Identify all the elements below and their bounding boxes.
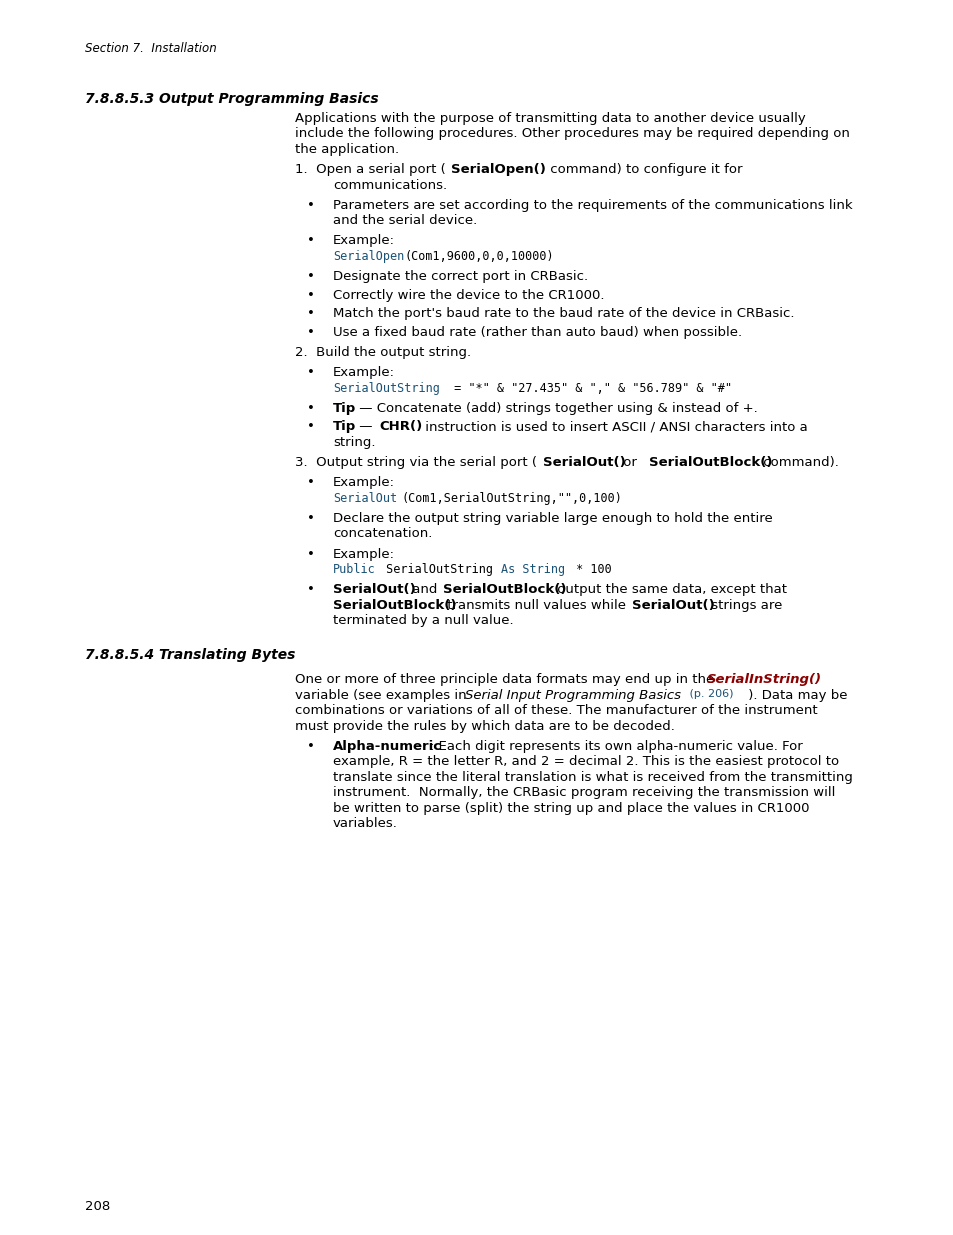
Text: •: •	[307, 420, 314, 433]
Text: 1.  Open a serial port (: 1. Open a serial port (	[294, 163, 445, 177]
Text: SerialOpen(): SerialOpen()	[451, 163, 545, 177]
Text: must provide the rules by which data are to be decoded.: must provide the rules by which data are…	[294, 720, 674, 732]
Text: SerialOutBlock(): SerialOutBlock()	[442, 583, 566, 597]
Text: •: •	[307, 740, 314, 753]
Text: •: •	[307, 511, 314, 525]
Text: •: •	[307, 477, 314, 489]
Text: output the same data, except that: output the same data, except that	[553, 583, 786, 597]
Text: concatenation.: concatenation.	[333, 527, 432, 541]
Text: —: —	[355, 420, 376, 433]
Text: CHR(): CHR()	[378, 420, 422, 433]
Text: command).: command).	[759, 456, 838, 469]
Text: •: •	[307, 401, 314, 415]
Text: Example:: Example:	[333, 547, 395, 561]
Text: •: •	[307, 270, 314, 283]
Text: SerialOutString: SerialOutString	[333, 382, 439, 395]
Text: One or more of three principle data formats may end up in the: One or more of three principle data form…	[294, 673, 718, 687]
Text: Example:: Example:	[333, 235, 395, 247]
Text: communications.: communications.	[333, 179, 447, 191]
Text: terminated by a null value.: terminated by a null value.	[333, 614, 513, 627]
Text: Designate the correct port in CRBasic.: Designate the correct port in CRBasic.	[333, 270, 587, 283]
Text: SerialOutString: SerialOutString	[378, 563, 499, 576]
Text: Applications with the purpose of transmitting data to another device usually: Applications with the purpose of transmi…	[294, 112, 805, 125]
Text: instruction is used to insert ASCII / ANSI characters into a: instruction is used to insert ASCII / AN…	[420, 420, 807, 433]
Text: •: •	[307, 326, 314, 338]
Text: Tip: Tip	[333, 401, 355, 415]
Text: Alpha-numeric: Alpha-numeric	[333, 740, 441, 753]
Text: (p. 206): (p. 206)	[685, 689, 733, 699]
Text: Tip: Tip	[333, 420, 355, 433]
Text: or: or	[618, 456, 640, 469]
Text: •: •	[307, 199, 314, 211]
Text: — Concatenate (add) strings together using & instead of +.: — Concatenate (add) strings together usi…	[355, 401, 757, 415]
Text: = "*" & "27.435" & "," & "56.789" & "#": = "*" & "27.435" & "," & "56.789" & "#"	[447, 382, 731, 395]
Text: SerialOutBlock(): SerialOutBlock()	[333, 599, 456, 611]
Text: strings are: strings are	[706, 599, 781, 611]
Text: : Each digit represents its own alpha-numeric value. For: : Each digit represents its own alpha-nu…	[430, 740, 801, 753]
Text: translate since the literal translation is what is received from the transmittin: translate since the literal translation …	[333, 771, 852, 784]
Text: •: •	[307, 547, 314, 561]
Text: Use a fixed baud rate (rather than auto baud) when possible.: Use a fixed baud rate (rather than auto …	[333, 326, 741, 338]
Text: SerialOutBlock(): SerialOutBlock()	[648, 456, 772, 469]
Text: * 100: * 100	[569, 563, 611, 576]
Text: (Com1,SerialOutString,"",0,100): (Com1,SerialOutString,"",0,100)	[401, 492, 621, 505]
Text: •: •	[307, 289, 314, 301]
Text: 7.8.8.5.3 Output Programming Basics: 7.8.8.5.3 Output Programming Basics	[85, 91, 378, 106]
Text: string.: string.	[333, 436, 375, 450]
Text: SerialOut: SerialOut	[333, 492, 396, 505]
Text: SerialOpen: SerialOpen	[333, 249, 404, 263]
Text: Declare the output string variable large enough to hold the entire: Declare the output string variable large…	[333, 511, 772, 525]
Text: SerialOut(): SerialOut()	[542, 456, 625, 469]
Text: 2.  Build the output string.: 2. Build the output string.	[294, 346, 471, 359]
Text: •: •	[307, 367, 314, 379]
Text: instrument.  Normally, the CRBasic program receiving the transmission will: instrument. Normally, the CRBasic progra…	[333, 787, 835, 799]
Text: combinations or variations of all of these. The manufacturer of the instrument: combinations or variations of all of the…	[294, 704, 817, 718]
Text: command) to configure it for: command) to configure it for	[545, 163, 741, 177]
Text: Section 7.  Installation: Section 7. Installation	[85, 42, 216, 56]
Text: SerialInString(): SerialInString()	[706, 673, 821, 687]
Text: and the serial device.: and the serial device.	[333, 215, 476, 227]
Text: Parameters are set according to the requirements of the communications link: Parameters are set according to the requ…	[333, 199, 852, 211]
Text: (Com1,9600,0,0,10000): (Com1,9600,0,0,10000)	[405, 249, 554, 263]
Text: SerialOut(): SerialOut()	[631, 599, 714, 611]
Text: Match the port's baud rate to the baud rate of the device in CRBasic.: Match the port's baud rate to the baud r…	[333, 308, 794, 320]
Text: Example:: Example:	[333, 367, 395, 379]
Text: variable (see examples in: variable (see examples in	[294, 689, 471, 701]
Text: include the following procedures. Other procedures may be required depending on: include the following procedures. Other …	[294, 127, 849, 141]
Text: ). Data may be: ). Data may be	[743, 689, 846, 701]
Text: Correctly wire the device to the CR1000.: Correctly wire the device to the CR1000.	[333, 289, 604, 301]
Text: 7.8.8.5.4 Translating Bytes: 7.8.8.5.4 Translating Bytes	[85, 648, 295, 662]
Text: be written to parse (split) the string up and place the values in CR1000: be written to parse (split) the string u…	[333, 802, 809, 815]
Text: Serial Input Programming Basics: Serial Input Programming Basics	[464, 689, 680, 701]
Text: and: and	[408, 583, 441, 597]
Text: As String: As String	[500, 563, 564, 576]
Text: transmits null values while: transmits null values while	[442, 599, 630, 611]
Text: 208: 208	[85, 1200, 111, 1213]
Text: •: •	[307, 308, 314, 320]
Text: •: •	[307, 235, 314, 247]
Text: •: •	[307, 583, 314, 597]
Text: example, R = the letter R, and 2 = decimal 2. This is the easiest protocol to: example, R = the letter R, and 2 = decim…	[333, 756, 839, 768]
Text: the application.: the application.	[294, 143, 398, 156]
Text: Example:: Example:	[333, 477, 395, 489]
Text: variables.: variables.	[333, 818, 397, 830]
Text: Public: Public	[333, 563, 375, 576]
Text: 3.  Output string via the serial port (: 3. Output string via the serial port (	[294, 456, 537, 469]
Text: SerialOut(): SerialOut()	[333, 583, 416, 597]
